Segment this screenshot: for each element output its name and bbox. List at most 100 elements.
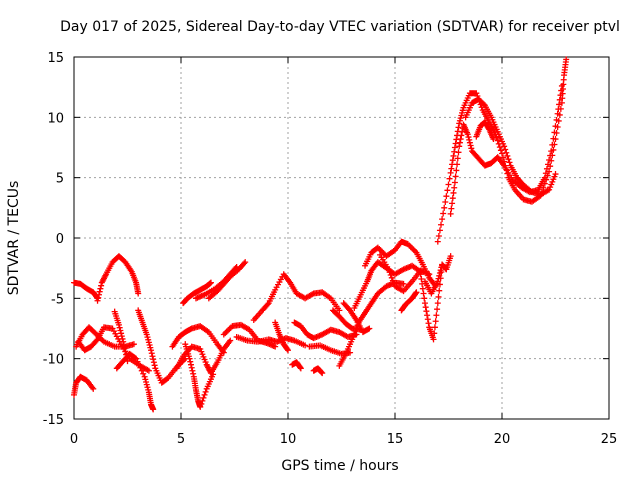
- data-point: [437, 270, 443, 276]
- data-point: [189, 368, 195, 374]
- data-point: [411, 247, 417, 253]
- x-tick-label: 25: [601, 432, 618, 447]
- data-point: [433, 318, 439, 324]
- data-point: [442, 199, 448, 205]
- data-point: [426, 320, 432, 326]
- data-point: [421, 295, 427, 301]
- data-point: [452, 179, 458, 185]
- data-point: [453, 173, 459, 179]
- data-point: [151, 359, 157, 365]
- y-tick-label: -5: [51, 292, 64, 307]
- data-point: [450, 190, 456, 196]
- data-point: [438, 222, 444, 228]
- x-tick-label: 0: [70, 432, 78, 447]
- data-point: [466, 137, 472, 143]
- x-tick-label: 10: [280, 432, 297, 447]
- data-point: [502, 147, 508, 153]
- data-point: [448, 206, 454, 212]
- data-point: [455, 149, 461, 155]
- data-point: [421, 291, 427, 297]
- x-tick-label: 5: [177, 432, 185, 447]
- data-point: [409, 245, 415, 251]
- data-point: [506, 159, 512, 165]
- data-point: [188, 362, 194, 368]
- data-point: [425, 316, 431, 322]
- data-point: [467, 140, 473, 146]
- y-tick-label: 5: [56, 172, 64, 187]
- data-point: [423, 308, 429, 314]
- data-point: [98, 283, 104, 289]
- x-tick-label: 20: [494, 432, 511, 447]
- data-point: [455, 124, 461, 130]
- data-point: [200, 395, 206, 401]
- data-point: [140, 371, 146, 377]
- data-point: [224, 329, 230, 335]
- data-point: [443, 193, 449, 199]
- y-tick-label: 15: [47, 51, 64, 66]
- data-point: [119, 333, 125, 339]
- data-point: [441, 205, 447, 211]
- data-point: [448, 211, 454, 217]
- data-point: [202, 392, 208, 398]
- data-point: [187, 359, 193, 365]
- y-tick-label: 0: [56, 232, 64, 247]
- data-point: [437, 227, 443, 233]
- data-point: [465, 134, 471, 140]
- data-point: [420, 286, 426, 292]
- data-point: [450, 195, 456, 201]
- data-point: [447, 176, 453, 182]
- data-point: [434, 306, 440, 312]
- data-point: [497, 144, 503, 150]
- data-point: [424, 312, 430, 318]
- data-point: [458, 132, 464, 138]
- data-point: [453, 140, 459, 146]
- data-point: [117, 328, 123, 334]
- data-point: [423, 304, 429, 310]
- data-point: [435, 300, 441, 306]
- data-point: [456, 143, 462, 149]
- y-axis-label: SDTVAR / TECUs: [6, 181, 22, 296]
- data-point: [499, 151, 505, 157]
- data-point: [451, 185, 457, 191]
- data-point: [150, 356, 156, 362]
- data-point: [498, 147, 504, 153]
- axis-ticks: 0 5 10 15 20 25 -15 -10 -5 0 5 10 15: [43, 51, 618, 447]
- data-point: [203, 389, 209, 395]
- data-point: [190, 371, 196, 377]
- x-tick-label: 15: [387, 432, 404, 447]
- data-point: [444, 187, 450, 193]
- data-point: [227, 326, 233, 332]
- data-point: [222, 330, 228, 336]
- data-point: [433, 312, 439, 318]
- data-point: [468, 142, 474, 148]
- x-axis-label: GPS time / hours: [281, 458, 398, 474]
- data-point: [446, 182, 452, 188]
- data-point: [221, 332, 227, 338]
- data-point: [439, 216, 445, 222]
- data-point: [454, 161, 460, 167]
- y-tick-label: 10: [47, 111, 64, 126]
- data-point: [436, 294, 442, 300]
- chart: Day 017 of 2025, Sidereal Day-to-day VTE…: [0, 0, 640, 480]
- data-point: [458, 136, 464, 142]
- data-point: [149, 350, 155, 356]
- data-point: [503, 150, 509, 156]
- data-point: [457, 140, 463, 146]
- data-point: [436, 288, 442, 294]
- chart-title: Day 017 of 2025, Sidereal Day-to-day VTE…: [60, 19, 620, 35]
- data-point: [448, 170, 454, 176]
- data-point: [435, 239, 441, 245]
- y-tick-label: -15: [43, 413, 64, 428]
- data-point: [118, 330, 124, 336]
- data-point: [97, 286, 103, 292]
- data-point: [449, 200, 455, 206]
- data-point: [189, 365, 195, 371]
- data-point: [452, 145, 458, 151]
- data-point: [440, 210, 446, 216]
- data-point: [408, 244, 414, 250]
- y-tick-label: -10: [43, 353, 64, 368]
- data-point: [422, 300, 428, 306]
- data-point: [117, 325, 123, 331]
- data-point: [152, 362, 158, 368]
- data-point: [131, 341, 137, 347]
